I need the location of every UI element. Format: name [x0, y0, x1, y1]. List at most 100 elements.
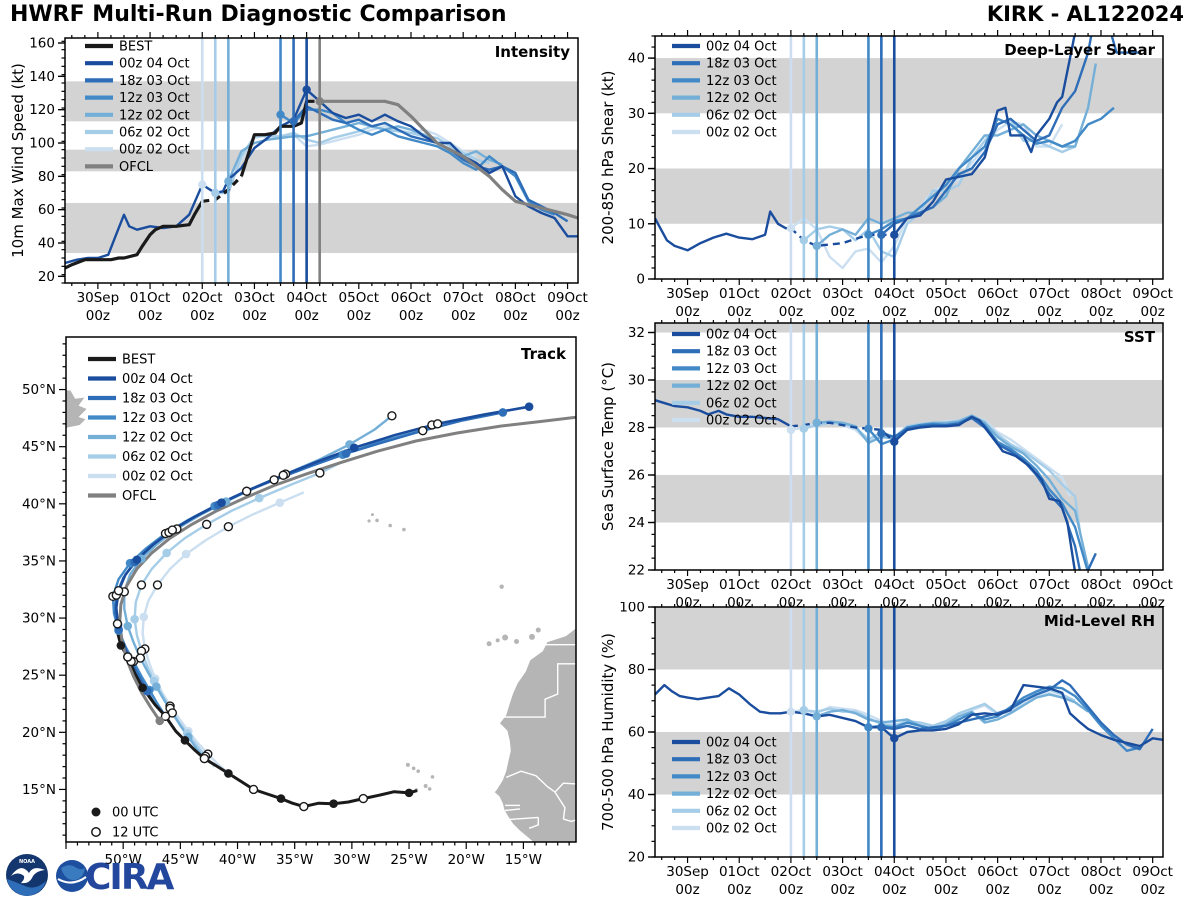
axis-ticks-and-labels: 30Sep 00z 01Oct 00z 02Oct 00z 03Oct 00z 04Oct 00z… [619, 600, 1173, 899]
track-00z-02-oct [141, 491, 305, 775]
svg-text:40: 40 [38, 236, 55, 252]
noaa-logo: NOAA [6, 854, 48, 896]
series-trail [655, 210, 791, 252]
svg-text:45°W: 45°W [162, 852, 199, 868]
svg-text:160: 160 [29, 36, 55, 52]
svg-text:06Oct: 06Oct [391, 290, 432, 306]
page-title: HWRF Multi-Run Diagnostic Comparison [10, 2, 507, 27]
svg-text:12z 03 Oct: 12z 03 Oct [706, 770, 777, 785]
svg-text:07Oct: 07Oct [443, 290, 484, 306]
svg-text:00z 04 Oct: 00z 04 Oct [119, 57, 190, 72]
svg-text:02Oct: 02Oct [771, 286, 812, 302]
track-best [116, 623, 418, 809]
svg-text:03Oct: 03Oct [822, 864, 863, 880]
svg-text:00z 02 Oct: 00z 02 Oct [706, 822, 777, 837]
svg-text:07Oct: 07Oct [1029, 864, 1070, 880]
svg-text:18z 03 Oct: 18z 03 Oct [706, 57, 777, 72]
series-00z-04-oct [893, 36, 1076, 236]
svg-text:09Oct: 09Oct [1132, 864, 1173, 880]
svg-text:20: 20 [38, 269, 55, 285]
svg-text:00z: 00z [399, 308, 423, 324]
svg-text:12z 03 Oct: 12z 03 Oct [706, 74, 777, 89]
svg-text:00z: 00z [294, 308, 318, 324]
svg-text:00z: 00z [934, 882, 958, 898]
series-lines [655, 679, 1163, 753]
init-time-lines [789, 607, 896, 857]
series-12z-03-oct [279, 108, 555, 216]
svg-text:00z 04 Oct: 00z 04 Oct [122, 372, 193, 387]
svg-text:12z 02 Oct: 12z 02 Oct [706, 379, 777, 394]
svg-text:00z 02 Oct: 00z 02 Oct [706, 126, 777, 141]
svg-text:08Oct: 08Oct [1081, 864, 1122, 880]
sst-chart-svg: 30Sep00z01Oct00z02Oct00z03Oct00z04Oct00z… [599, 317, 1173, 611]
svg-text:04Oct: 04Oct [286, 290, 327, 306]
svg-text:00z 04 Oct: 00z 04 Oct [706, 736, 777, 751]
svg-text:02Oct: 02Oct [182, 290, 223, 306]
series-ofcl [319, 99, 578, 220]
svg-text:18z 03 Oct: 18z 03 Oct [122, 392, 193, 407]
svg-text:100: 100 [619, 602, 645, 616]
series-00z-04-oct [893, 683, 1163, 748]
svg-text:07Oct: 07Oct [1029, 286, 1070, 302]
svg-text:06z 02 Oct: 06z 02 Oct [706, 804, 777, 819]
svg-text:09Oct: 09Oct [1132, 577, 1173, 593]
svg-text:00z 04 Oct: 00z 04 Oct [706, 328, 777, 343]
svg-text:00z: 00z [830, 882, 854, 898]
svg-text:06Oct: 06Oct [977, 286, 1018, 302]
shear-chart-svg: 30Sep 00z 01Oct 00z 02Oct 00z 03Oct 00z 04Oct 00z… [599, 30, 1173, 320]
series-trail [655, 399, 792, 428]
cira-label: CIRA [85, 857, 175, 897]
svg-text:00z 02 Oct: 00z 02 Oct [122, 470, 193, 485]
init-markers [786, 223, 899, 251]
svg-text:06Oct: 06Oct [977, 864, 1018, 880]
svg-text:05Oct: 05Oct [926, 577, 967, 593]
svg-text:Deep-Layer Shear: Deep-Layer Shear [1004, 41, 1155, 59]
svg-text:22: 22 [628, 563, 645, 579]
svg-text:01Oct: 01Oct [719, 864, 760, 880]
panel-legend: 00z 04 Oct 18z 03 Oct 12z 03 Oct 12z 02 Oct… [672, 736, 777, 837]
svg-text:0: 0 [636, 272, 645, 288]
svg-text:18z 03 Oct: 18z 03 Oct [706, 345, 777, 360]
svg-text:05Oct: 05Oct [926, 864, 967, 880]
series-lines [65, 88, 578, 270]
svg-text:09Oct: 09Oct [547, 290, 588, 306]
track-chart-svg: 50°W 45°W 40°W 35°W 30°W 25°W 20°W 15°W 15°N 20°N… [22, 336, 577, 868]
svg-text:140: 140 [29, 69, 55, 85]
svg-text:01Oct: 01Oct [719, 577, 760, 593]
svg-text:BEST: BEST [122, 353, 155, 368]
series-12z-02-oct [816, 414, 1090, 568]
series-trail [655, 683, 896, 740]
svg-text:01Oct: 01Oct [719, 286, 760, 302]
svg-text:200-850 hPa Shear (kt): 200-850 hPa Shear (kt) [600, 71, 617, 245]
svg-text:24: 24 [628, 515, 645, 531]
svg-text:25°N: 25°N [22, 668, 56, 684]
series-trail [239, 99, 315, 177]
svg-text:100: 100 [29, 136, 55, 152]
svg-text:18z 03 Oct: 18z 03 Oct [706, 753, 777, 768]
series-00z-04-oct [893, 415, 1076, 570]
category-bands [655, 323, 1163, 523]
svg-text:04Oct: 04Oct [874, 286, 915, 302]
cira-globe-continent [61, 865, 85, 881]
svg-text:40: 40 [628, 51, 645, 67]
series-trail [790, 421, 896, 443]
svg-text:25°W: 25°W [390, 852, 427, 868]
svg-text:00z: 00z [86, 308, 110, 324]
utc-marker-legend: 00 UTC 12 UTC [91, 806, 158, 841]
series-18z-03-oct [881, 679, 1154, 751]
svg-text:00z: 00z [242, 308, 266, 324]
noaa-gull-icon [11, 868, 45, 884]
svg-text:00z: 00z [675, 304, 699, 320]
svg-text:120: 120 [29, 102, 55, 118]
svg-text:00z: 00z [451, 308, 475, 324]
init-time-lines [789, 323, 896, 570]
svg-text:00z: 00z [985, 304, 1009, 320]
init-markers [198, 85, 324, 198]
svg-text:03Oct: 03Oct [822, 286, 863, 302]
svg-text:50°W: 50°W [105, 852, 142, 868]
svg-text:20°W: 20°W [448, 852, 485, 868]
intensity-chart-svg: 30Sep 00z 01Oct 00z 02Oct 00z 03Oct 00z 04Oct 00z… [9, 32, 588, 324]
svg-text:00z: 00z [675, 882, 699, 898]
svg-text:12z 03 Oct: 12z 03 Oct [706, 362, 777, 377]
